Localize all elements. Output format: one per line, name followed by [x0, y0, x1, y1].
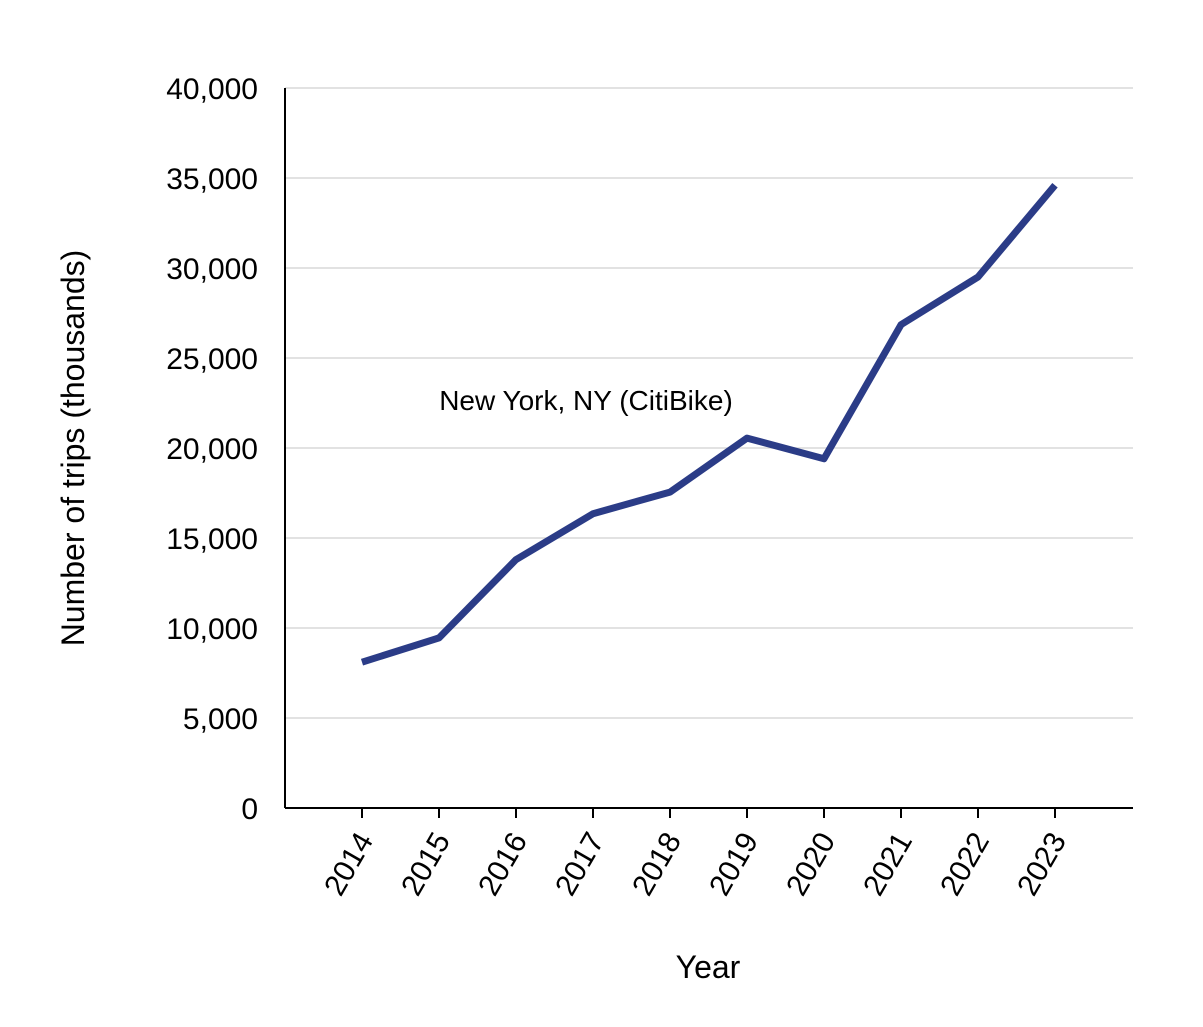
y-tick-label: 10,000: [166, 613, 258, 646]
x-tick-labels: 2014 2015 2016 2017 2018 2019 2020 2021 2022 2023: [318, 827, 1073, 901]
series-lines: [360, 182, 1058, 666]
x-axis-title: Year: [676, 949, 741, 985]
y-tick-label: 30,000: [166, 253, 258, 286]
y-tick-label: 20,000: [166, 433, 258, 466]
gridlines: [285, 87, 1133, 719]
series-line: [360, 182, 1058, 666]
x-tick-label: 2017: [549, 827, 611, 901]
y-tick-label: 5,000: [183, 703, 258, 736]
x-tick-label: 2014: [318, 827, 380, 901]
x-tick-label: 2021: [857, 827, 919, 901]
x-tick-label: 2023: [1011, 827, 1073, 901]
y-tick-label: 25,000: [166, 343, 258, 376]
y-tick-labels: 0 5,000 10,000 15,000 20,000 25,000 30,000 35,0…: [166, 73, 258, 826]
series-annotation: New York, NY (CitiBike): [439, 385, 733, 416]
y-tick-label: 35,000: [166, 163, 258, 196]
x-tick-label: 2022: [934, 827, 996, 901]
axes: [284, 88, 1133, 818]
x-tick-label: 2018: [626, 827, 688, 901]
y-tick-label: 40,000: [166, 73, 258, 106]
x-tick-label: 2019: [703, 827, 765, 901]
y-axis-title: Number of trips (thousands): [55, 250, 91, 647]
x-tick-label: 2015: [395, 827, 457, 901]
x-tick-label: 2016: [472, 827, 534, 901]
y-tick-label: 0: [241, 793, 258, 826]
x-tick-label: 2020: [780, 827, 842, 901]
y-tick-label: 15,000: [166, 523, 258, 556]
